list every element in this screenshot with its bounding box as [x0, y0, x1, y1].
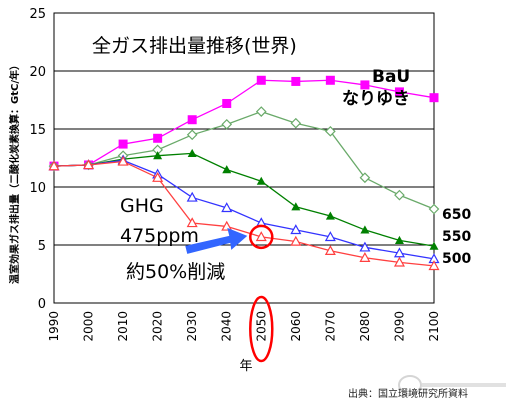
x-tick-label-2080: 2080	[358, 311, 372, 342]
data-point-s2-2070	[325, 211, 335, 220]
data-point-s4-2090	[393, 256, 405, 267]
data-point-s0-2010	[118, 139, 128, 149]
reduction-arrow-shape	[185, 227, 248, 254]
series-line-0	[53, 79, 435, 167]
series-line-1	[53, 110, 435, 210]
data-point-s4-2010	[117, 155, 129, 166]
data-point-s4-2020	[152, 171, 164, 182]
x-tick-label-2000: 2000	[82, 311, 96, 342]
grid-lines	[53, 12, 435, 304]
data-point-s3-2060	[290, 224, 302, 235]
source-note: 出典：国立環境研究所資料	[348, 389, 468, 400]
series-line-4	[53, 160, 435, 267]
data-point-s2-2030	[187, 148, 197, 157]
x-tick-label-2070: 2070	[323, 311, 337, 342]
x-axis-ticks: 1990 2000 2010 2020 2030 2040 2050 2060 2070 2080…	[47, 311, 441, 342]
data-point-s2-2040	[222, 165, 232, 174]
data-point-s4-2080	[359, 252, 371, 262]
data-point-s1-2040	[221, 119, 233, 130]
x-tick-label-2010: 2010	[116, 311, 130, 342]
data-point-s0-2050	[256, 75, 266, 85]
x-tick-label-2020: 2020	[151, 311, 165, 342]
x-axis-label: 年	[239, 359, 252, 374]
data-point-s0-2040	[222, 98, 232, 108]
y-tick-label-20: 20	[29, 65, 46, 80]
data-point-s3-2040	[221, 202, 233, 213]
series-label-4-1: 475ppm	[120, 225, 199, 247]
y-tick-label-25: 25	[29, 7, 46, 22]
data-point-s4-2030	[186, 217, 198, 228]
data-point-s0-2090	[394, 87, 404, 97]
y-axis-label: 温室効果ガス排出量（二酸化炭素換算：GtC/年）	[8, 60, 21, 284]
data-point-s2-2080	[360, 225, 370, 234]
data-point-s0-2030	[187, 115, 197, 125]
data-point-s4-2050	[255, 231, 267, 242]
data-point-s4-2070	[324, 245, 336, 255]
x-tick-label-2060: 2060	[289, 311, 303, 342]
data-point-s0-2080	[360, 80, 370, 90]
reduction-arrow	[185, 227, 248, 254]
data-point-s0-2060	[291, 76, 301, 86]
watermark-logo	[398, 374, 508, 396]
data-point-s3-2030	[186, 191, 198, 202]
x-tick-label-2100: 2100	[427, 311, 441, 342]
data-point-s4-2040	[221, 220, 233, 231]
data-point-s4-1990	[48, 160, 60, 171]
x-tick-label-2090: 2090	[392, 311, 406, 342]
chart-title: 全ガス排出量推移(世界)	[92, 35, 297, 57]
data-point-s1-2100	[428, 203, 440, 215]
data-point-s2-2050	[256, 176, 266, 185]
data-point-s1-2030	[186, 129, 198, 141]
y-tick-label-5: 5	[38, 239, 46, 254]
reduction-annotation: 約50%削減	[126, 261, 225, 283]
data-point-s0-2070	[325, 75, 335, 85]
x-tick-label-1990: 1990	[47, 311, 61, 342]
data-point-s1-2050	[255, 106, 267, 117]
series-label-0-1: なりゆき	[342, 89, 410, 109]
highlight-2050-ring	[249, 224, 274, 250]
series-group	[48, 75, 440, 271]
highlight-2050-tick-ring	[249, 295, 274, 363]
data-point-s1-2060	[290, 117, 302, 129]
series-label-2-0: 550	[442, 229, 471, 245]
series-label-1-0: 650	[442, 207, 471, 223]
data-point-s1-2080	[359, 172, 371, 184]
y-tick-label-15: 15	[29, 123, 46, 138]
data-point-s3-2080	[359, 241, 371, 252]
data-point-s4-2060	[290, 235, 302, 246]
series-line-3	[53, 159, 435, 260]
y-tick-label-10: 10	[29, 181, 46, 196]
data-point-s3-2070	[324, 231, 336, 242]
data-point-s2-2060	[291, 202, 301, 211]
x-tick-label-2030: 2030	[185, 311, 199, 342]
data-point-s0-2020	[153, 133, 163, 143]
y-axis-ticks: 0 5 10 15 20 25	[29, 7, 46, 312]
x-tick-label-2040: 2040	[220, 311, 234, 342]
data-point-s2-2020	[153, 151, 163, 160]
data-point-s0-2100	[429, 93, 439, 103]
data-point-s1-2070	[325, 125, 336, 137]
data-point-s2-2100	[429, 241, 439, 250]
series-label-4-0: GHG	[120, 195, 164, 217]
data-point-s4-2000	[83, 159, 95, 170]
data-point-s1-2090	[394, 189, 405, 201]
series-line-2	[53, 152, 435, 247]
x-tick-label-2050: 2050	[254, 311, 268, 342]
series-label-0-0: BaU	[372, 67, 410, 87]
y-tick-label-0: 0	[38, 297, 46, 312]
data-point-s2-2090	[394, 235, 404, 244]
data-point-s4-2100	[428, 260, 440, 271]
series-label-3-0: 500	[442, 251, 471, 267]
